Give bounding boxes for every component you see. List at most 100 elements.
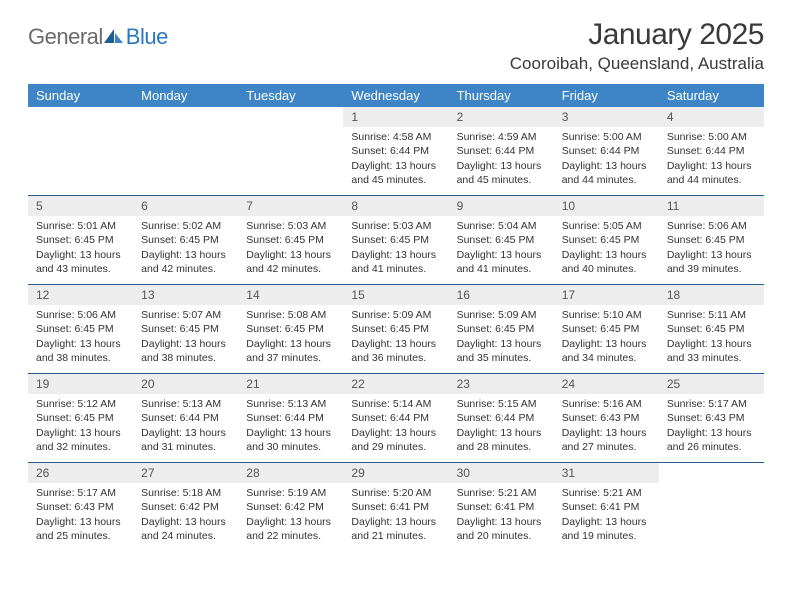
calendar-day: 14Sunrise: 5:08 AMSunset: 6:45 PMDayligh… xyxy=(238,285,343,373)
sunrise-line: Sunrise: 5:10 AM xyxy=(562,308,651,322)
day-number: 11 xyxy=(659,196,764,216)
daylight-line: Daylight: 13 hours and 38 minutes. xyxy=(36,337,125,365)
sunset-line: Sunset: 6:44 PM xyxy=(667,144,756,158)
day-number: 3 xyxy=(554,107,659,127)
daylight-line: Daylight: 13 hours and 21 minutes. xyxy=(351,515,440,543)
daylight-line: Daylight: 13 hours and 34 minutes. xyxy=(562,337,651,365)
daylight-line: Daylight: 13 hours and 25 minutes. xyxy=(36,515,125,543)
calendar-day: 8Sunrise: 5:03 AMSunset: 6:45 PMDaylight… xyxy=(343,196,448,284)
day-content: Sunrise: 5:16 AMSunset: 6:43 PMDaylight:… xyxy=(554,394,659,458)
page-header: General Blue January 2025 Cooroibah, Que… xyxy=(28,18,764,74)
day-content: Sunrise: 5:18 AMSunset: 6:42 PMDaylight:… xyxy=(133,483,238,547)
calendar-day: 22Sunrise: 5:14 AMSunset: 6:44 PMDayligh… xyxy=(343,374,448,462)
sunset-line: Sunset: 6:45 PM xyxy=(36,233,125,247)
day-number: 5 xyxy=(28,196,133,216)
calendar-day: 6Sunrise: 5:02 AMSunset: 6:45 PMDaylight… xyxy=(133,196,238,284)
sunrise-line: Sunrise: 5:17 AM xyxy=(36,486,125,500)
daylight-line: Daylight: 13 hours and 40 minutes. xyxy=(562,248,651,276)
day-number: 13 xyxy=(133,285,238,305)
day-content: Sunrise: 5:07 AMSunset: 6:45 PMDaylight:… xyxy=(133,305,238,369)
daylight-line: Daylight: 13 hours and 37 minutes. xyxy=(246,337,335,365)
weekday-header: Saturday xyxy=(659,84,764,107)
day-content: Sunrise: 5:10 AMSunset: 6:45 PMDaylight:… xyxy=(554,305,659,369)
daylight-line: Daylight: 13 hours and 27 minutes. xyxy=(562,426,651,454)
sunset-line: Sunset: 6:44 PM xyxy=(246,411,335,425)
sunrise-line: Sunrise: 5:02 AM xyxy=(141,219,230,233)
sunset-line: Sunset: 6:45 PM xyxy=(457,322,546,336)
calendar-day: 30Sunrise: 5:21 AMSunset: 6:41 PMDayligh… xyxy=(449,463,554,547)
calendar-day: . xyxy=(133,107,238,195)
calendar-week: 5Sunrise: 5:01 AMSunset: 6:45 PMDaylight… xyxy=(28,195,764,284)
sunset-line: Sunset: 6:41 PM xyxy=(562,500,651,514)
page-title: January 2025 xyxy=(510,18,764,52)
weekday-header-row: Sunday Monday Tuesday Wednesday Thursday… xyxy=(28,84,764,107)
daylight-line: Daylight: 13 hours and 31 minutes. xyxy=(141,426,230,454)
day-content: Sunrise: 5:09 AMSunset: 6:45 PMDaylight:… xyxy=(449,305,554,369)
sunset-line: Sunset: 6:45 PM xyxy=(562,322,651,336)
day-content: Sunrise: 4:59 AMSunset: 6:44 PMDaylight:… xyxy=(449,127,554,191)
calendar-day: 3Sunrise: 5:00 AMSunset: 6:44 PMDaylight… xyxy=(554,107,659,195)
day-number: 17 xyxy=(554,285,659,305)
calendar-day: 9Sunrise: 5:04 AMSunset: 6:45 PMDaylight… xyxy=(449,196,554,284)
daylight-line: Daylight: 13 hours and 43 minutes. xyxy=(36,248,125,276)
sunrise-line: Sunrise: 5:17 AM xyxy=(667,397,756,411)
calendar-day: 31Sunrise: 5:21 AMSunset: 6:41 PMDayligh… xyxy=(554,463,659,547)
day-number: 25 xyxy=(659,374,764,394)
daylight-line: Daylight: 13 hours and 42 minutes. xyxy=(141,248,230,276)
day-content: Sunrise: 5:01 AMSunset: 6:45 PMDaylight:… xyxy=(28,216,133,280)
logo-sail-icon xyxy=(103,28,125,44)
sunset-line: Sunset: 6:45 PM xyxy=(36,322,125,336)
day-number: 1 xyxy=(343,107,448,127)
day-content: Sunrise: 5:11 AMSunset: 6:45 PMDaylight:… xyxy=(659,305,764,369)
sunset-line: Sunset: 6:45 PM xyxy=(562,233,651,247)
day-number: 10 xyxy=(554,196,659,216)
sunrise-line: Sunrise: 5:14 AM xyxy=(351,397,440,411)
calendar-week: 26Sunrise: 5:17 AMSunset: 6:43 PMDayligh… xyxy=(28,462,764,547)
sunset-line: Sunset: 6:45 PM xyxy=(141,322,230,336)
calendar-day: 12Sunrise: 5:06 AMSunset: 6:45 PMDayligh… xyxy=(28,285,133,373)
calendar-day: 4Sunrise: 5:00 AMSunset: 6:44 PMDaylight… xyxy=(659,107,764,195)
sunset-line: Sunset: 6:44 PM xyxy=(457,411,546,425)
day-number: 12 xyxy=(28,285,133,305)
weekday-header: Friday xyxy=(554,84,659,107)
sunrise-line: Sunrise: 5:06 AM xyxy=(667,219,756,233)
sunset-line: Sunset: 6:44 PM xyxy=(141,411,230,425)
sunset-line: Sunset: 6:45 PM xyxy=(457,233,546,247)
sunset-line: Sunset: 6:44 PM xyxy=(457,144,546,158)
daylight-line: Daylight: 13 hours and 44 minutes. xyxy=(562,159,651,187)
day-number: 23 xyxy=(449,374,554,394)
sunrise-line: Sunrise: 5:21 AM xyxy=(562,486,651,500)
day-number: 22 xyxy=(343,374,448,394)
calendar-day: 1Sunrise: 4:58 AMSunset: 6:44 PMDaylight… xyxy=(343,107,448,195)
day-number: 9 xyxy=(449,196,554,216)
sunset-line: Sunset: 6:44 PM xyxy=(351,411,440,425)
day-content: Sunrise: 5:09 AMSunset: 6:45 PMDaylight:… xyxy=(343,305,448,369)
calendar-day: 21Sunrise: 5:13 AMSunset: 6:44 PMDayligh… xyxy=(238,374,343,462)
sunrise-line: Sunrise: 5:18 AM xyxy=(141,486,230,500)
calendar: Sunday Monday Tuesday Wednesday Thursday… xyxy=(28,84,764,547)
day-content: Sunrise: 5:02 AMSunset: 6:45 PMDaylight:… xyxy=(133,216,238,280)
sunrise-line: Sunrise: 5:12 AM xyxy=(36,397,125,411)
sunset-line: Sunset: 6:45 PM xyxy=(246,233,335,247)
calendar-day: 13Sunrise: 5:07 AMSunset: 6:45 PMDayligh… xyxy=(133,285,238,373)
sunrise-line: Sunrise: 5:21 AM xyxy=(457,486,546,500)
sunrise-line: Sunrise: 5:03 AM xyxy=(246,219,335,233)
daylight-line: Daylight: 13 hours and 41 minutes. xyxy=(457,248,546,276)
sunset-line: Sunset: 6:45 PM xyxy=(667,322,756,336)
sunrise-line: Sunrise: 5:01 AM xyxy=(36,219,125,233)
sunrise-line: Sunrise: 5:00 AM xyxy=(667,130,756,144)
calendar-day: 16Sunrise: 5:09 AMSunset: 6:45 PMDayligh… xyxy=(449,285,554,373)
daylight-line: Daylight: 13 hours and 19 minutes. xyxy=(562,515,651,543)
daylight-line: Daylight: 13 hours and 42 minutes. xyxy=(246,248,335,276)
calendar-day: 29Sunrise: 5:20 AMSunset: 6:41 PMDayligh… xyxy=(343,463,448,547)
daylight-line: Daylight: 13 hours and 26 minutes. xyxy=(667,426,756,454)
day-content: Sunrise: 5:17 AMSunset: 6:43 PMDaylight:… xyxy=(659,394,764,458)
day-content: Sunrise: 5:19 AMSunset: 6:42 PMDaylight:… xyxy=(238,483,343,547)
day-number: 28 xyxy=(238,463,343,483)
daylight-line: Daylight: 13 hours and 32 minutes. xyxy=(36,426,125,454)
calendar-week: 12Sunrise: 5:06 AMSunset: 6:45 PMDayligh… xyxy=(28,284,764,373)
sunrise-line: Sunrise: 5:00 AM xyxy=(562,130,651,144)
weekday-header: Wednesday xyxy=(343,84,448,107)
day-content: Sunrise: 4:58 AMSunset: 6:44 PMDaylight:… xyxy=(343,127,448,191)
sunrise-line: Sunrise: 5:05 AM xyxy=(562,219,651,233)
